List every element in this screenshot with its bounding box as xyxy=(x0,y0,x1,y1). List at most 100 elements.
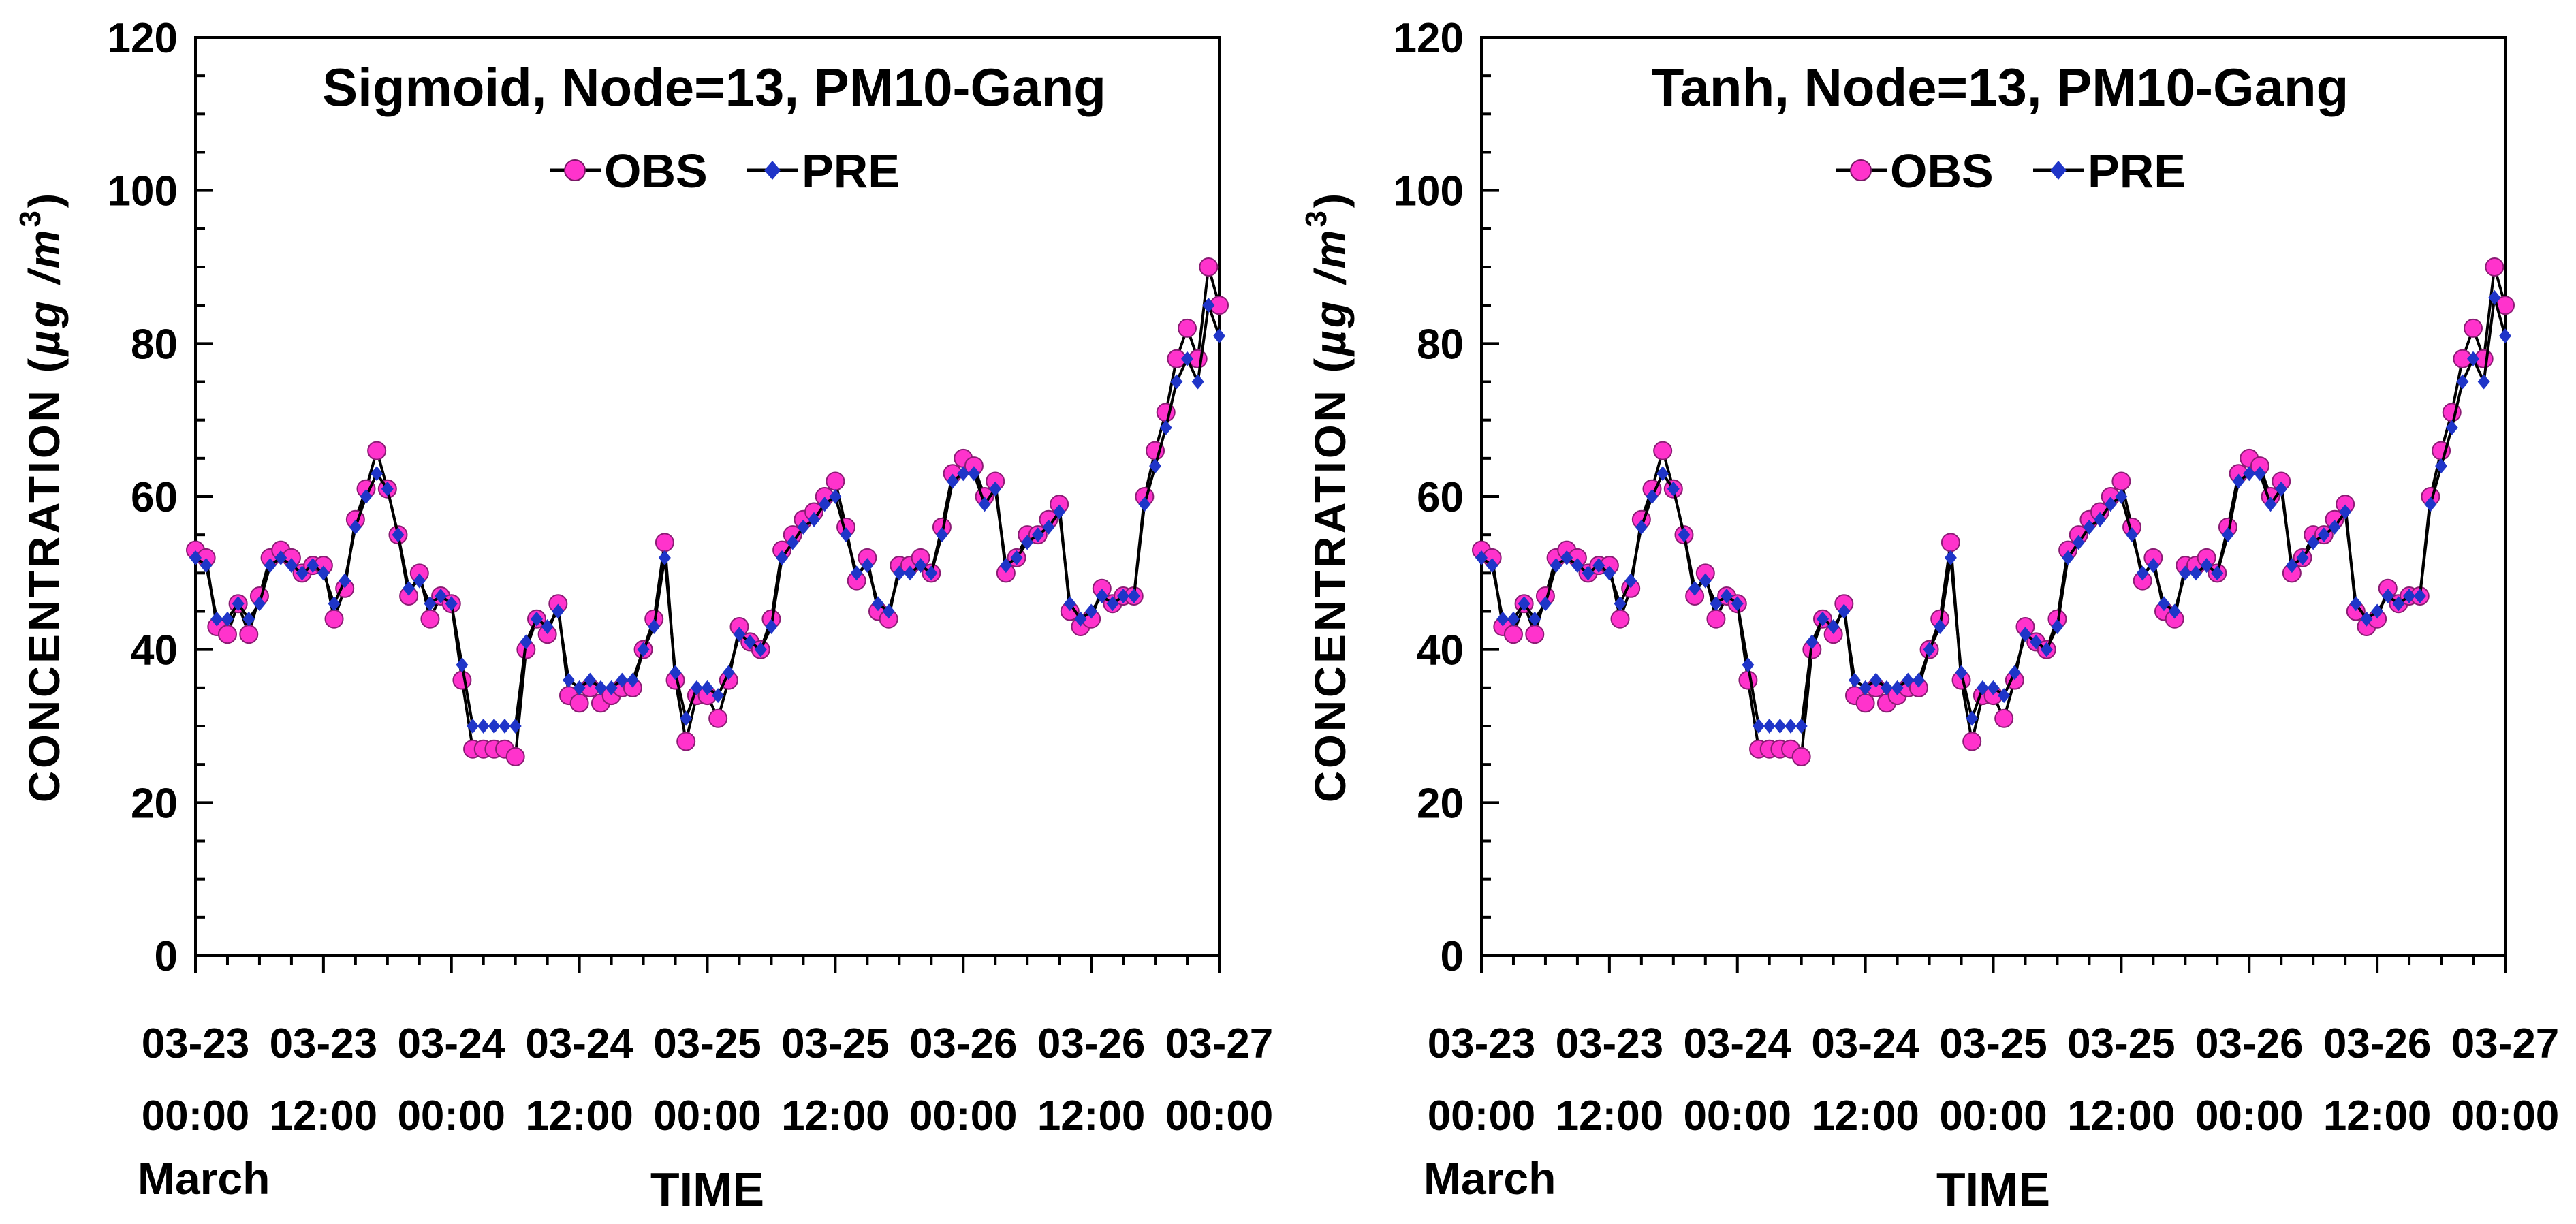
data-point-pre xyxy=(797,519,810,535)
data-point-pre xyxy=(999,558,1012,574)
data-point-pre xyxy=(541,618,554,634)
data-point-pre xyxy=(1085,603,1098,619)
data-point-pre xyxy=(893,565,906,581)
data-point-pre xyxy=(2200,558,2213,574)
y-axis-paren-open: ( xyxy=(1306,356,1355,373)
data-point-pre xyxy=(1181,351,1194,366)
data-point-pre xyxy=(520,634,533,650)
y-tick-label: 120 xyxy=(108,15,178,62)
data-point-pre xyxy=(573,680,586,695)
data-point-pre xyxy=(2072,535,2085,550)
data-point-pre xyxy=(2126,527,2139,543)
data-point-pre xyxy=(946,473,959,489)
x-tick-date: 03-26 xyxy=(2323,1020,2432,1067)
x-tick-date: 03-25 xyxy=(781,1020,890,1067)
data-point-pre xyxy=(232,596,245,612)
y-tick-label: 0 xyxy=(1441,933,1464,980)
y-axis: 0 20 40 60 80 100 120 xyxy=(1394,15,1499,980)
data-point-pre xyxy=(2339,504,2352,520)
data-point-obs xyxy=(1199,257,1219,277)
data-point-pre xyxy=(2328,519,2341,535)
data-point-pre xyxy=(1170,374,1183,390)
data-point-pre xyxy=(1923,642,1936,657)
data-point-pre xyxy=(456,657,469,673)
data-point-pre xyxy=(2477,374,2490,390)
data-point-pre xyxy=(1902,672,1915,688)
data-point-pre xyxy=(2008,665,2021,680)
data-point-pre xyxy=(1624,573,1637,589)
data-point-pre xyxy=(744,634,757,650)
data-point-pre xyxy=(808,512,821,527)
legend-marker-obs xyxy=(1850,159,1872,181)
data-point-pre xyxy=(701,680,714,695)
x-tick-time: 12:00 xyxy=(2067,1093,2176,1140)
data-point-pre xyxy=(2456,374,2469,390)
data-point-pre xyxy=(605,680,618,695)
data-point-pre xyxy=(1998,688,2011,704)
y-tick-label: 100 xyxy=(1394,168,1464,215)
data-point-pre xyxy=(1159,420,1172,435)
data-point-pre xyxy=(360,489,373,504)
data-point-pre xyxy=(840,527,853,543)
data-point-obs xyxy=(2485,257,2504,277)
data-point-pre xyxy=(658,550,671,565)
data-point-obs xyxy=(452,670,472,690)
data-point-pre xyxy=(2051,618,2064,634)
data-point-pre xyxy=(1976,680,1989,695)
data-point-pre xyxy=(1592,558,1605,574)
data-point-pre xyxy=(1486,558,1498,574)
data-point-pre xyxy=(200,558,213,574)
data-point-pre xyxy=(786,535,799,550)
data-point-pre xyxy=(2435,458,2448,474)
data-point-pre xyxy=(1710,596,1723,612)
x-tick-time: 00:00 xyxy=(1165,1093,1274,1140)
data-point-pre xyxy=(1934,618,1947,634)
data-point-pre xyxy=(435,589,447,604)
data-point-pre xyxy=(722,665,735,680)
data-point-pre xyxy=(1560,550,1573,565)
legend-label-pre: PRE xyxy=(802,144,900,198)
chart-title: Tanh, Node=13, PM10-Gang xyxy=(1652,57,2349,117)
x-tick-time: 00:00 xyxy=(1683,1093,1791,1140)
data-point-pre xyxy=(2136,565,2149,581)
x-tick-date: 03-24 xyxy=(525,1020,633,1067)
x-tick-date: 03-26 xyxy=(909,1020,1018,1067)
data-point-pre xyxy=(2285,558,2298,574)
data-point-pre xyxy=(829,489,842,504)
chart-panel-2: 0 20 40 60 80 100 120 03-23 00:00 03-23 12:00 03-24… xyxy=(1300,15,2559,1216)
data-point-pre xyxy=(1528,611,1541,627)
data-point-pre xyxy=(669,665,682,680)
data-point-pre xyxy=(2232,473,2245,489)
data-point-pre xyxy=(2179,565,2192,581)
data-point-obs xyxy=(505,747,525,766)
data-point-pre xyxy=(2147,558,2160,574)
data-point-pre xyxy=(2488,289,2501,305)
x-tick-time: 00:00 xyxy=(142,1093,250,1140)
data-point-pre xyxy=(690,680,703,695)
data-point-obs xyxy=(1994,708,2014,728)
x-tick-time: 12:00 xyxy=(525,1093,633,1140)
data-point-pre xyxy=(2371,603,2384,619)
data-point-pre xyxy=(1848,672,1861,688)
legend: OBS PRE xyxy=(550,144,900,198)
data-point-pre xyxy=(307,558,319,574)
data-point-pre xyxy=(2221,527,2234,543)
y-axis-paren-open: ( xyxy=(20,356,69,373)
legend-marker-pre xyxy=(764,161,781,180)
data-point-pre xyxy=(967,466,980,482)
data-point-pre xyxy=(2104,497,2117,512)
data-point-pre xyxy=(1138,497,1151,512)
x-tick-time: 00:00 xyxy=(2451,1093,2560,1140)
data-point-pre xyxy=(1496,611,1509,627)
data-point-pre xyxy=(1731,596,1744,612)
data-point-pre xyxy=(2189,565,2202,581)
series-pre xyxy=(189,298,1225,734)
data-point-pre xyxy=(1817,611,1829,627)
data-point-pre xyxy=(733,627,746,642)
data-point-obs xyxy=(569,693,589,713)
data-point-pre xyxy=(861,558,874,574)
data-point-obs xyxy=(1653,441,1673,460)
data-point-pre xyxy=(274,550,287,565)
data-point-pre xyxy=(1742,657,1755,673)
y-tick-label: 40 xyxy=(131,627,178,674)
